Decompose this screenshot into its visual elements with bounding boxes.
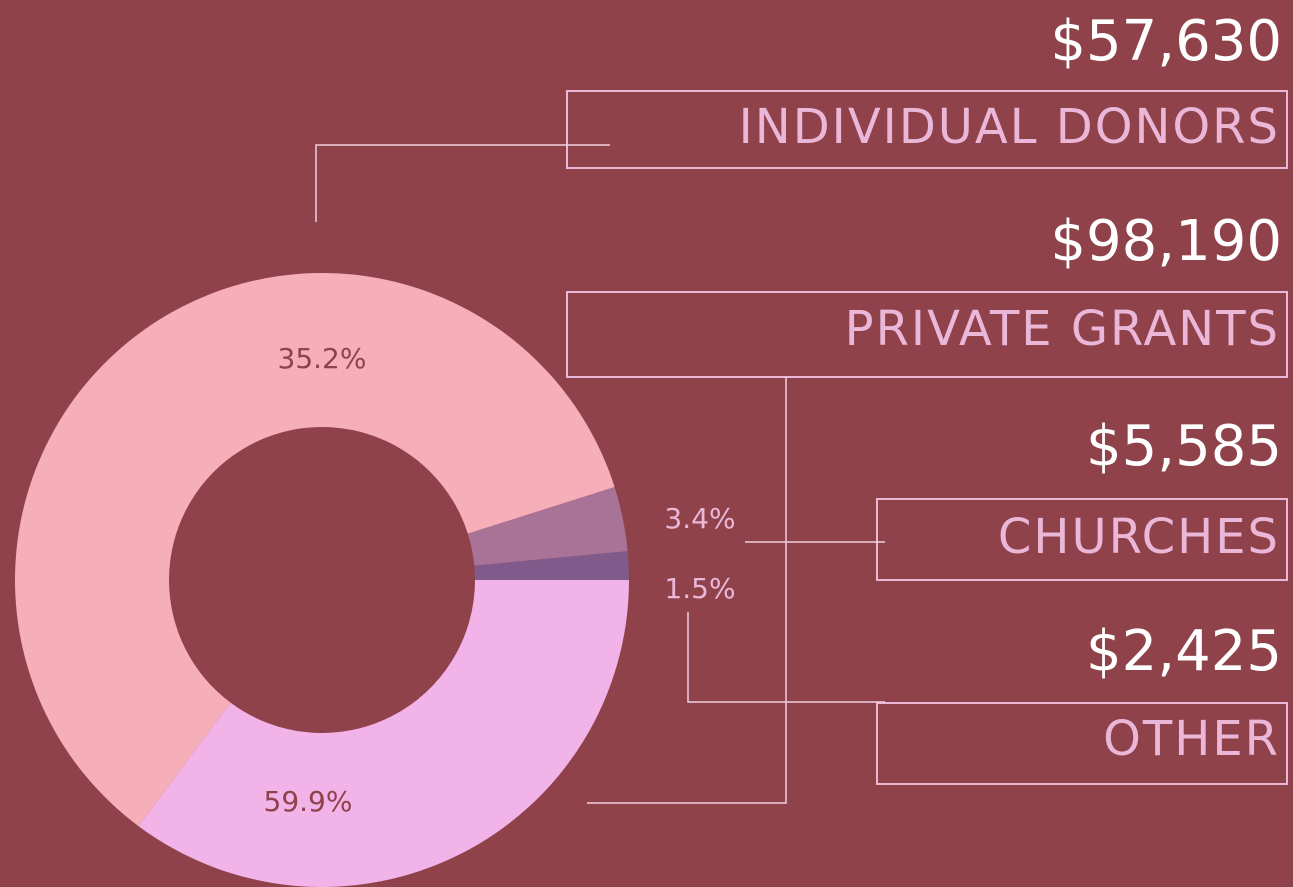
slice — [14, 272, 615, 827]
legend-box — [876, 498, 1288, 581]
legend-box — [566, 291, 1288, 378]
data-label: 1.5% — [664, 572, 735, 605]
legend-box — [566, 90, 1288, 169]
donut — [14, 272, 629, 887]
amount-label: $2,425 — [1086, 619, 1282, 684]
leader-line — [687, 612, 885, 703]
leader-line — [315, 144, 610, 222]
amount-label: $5,585 — [1086, 414, 1282, 479]
data-label: 35.2% — [278, 342, 367, 375]
leader-line — [587, 377, 787, 804]
amount-label: $98,190 — [1050, 209, 1282, 274]
legend-label: CHURCHES — [998, 509, 1280, 565]
slice — [138, 580, 629, 887]
slice — [474, 551, 629, 580]
amount-label: $57,630 — [1050, 9, 1282, 74]
legend-label: INDIVIDUAL DONORS — [739, 99, 1280, 155]
legend-label: PRIVATE GRANTS — [845, 301, 1280, 357]
slice — [467, 486, 628, 566]
legend-label: OTHER — [1103, 711, 1280, 767]
data-label: 3.4% — [664, 502, 735, 535]
legend-box — [876, 702, 1288, 785]
data-label: 59.9% — [264, 785, 353, 818]
